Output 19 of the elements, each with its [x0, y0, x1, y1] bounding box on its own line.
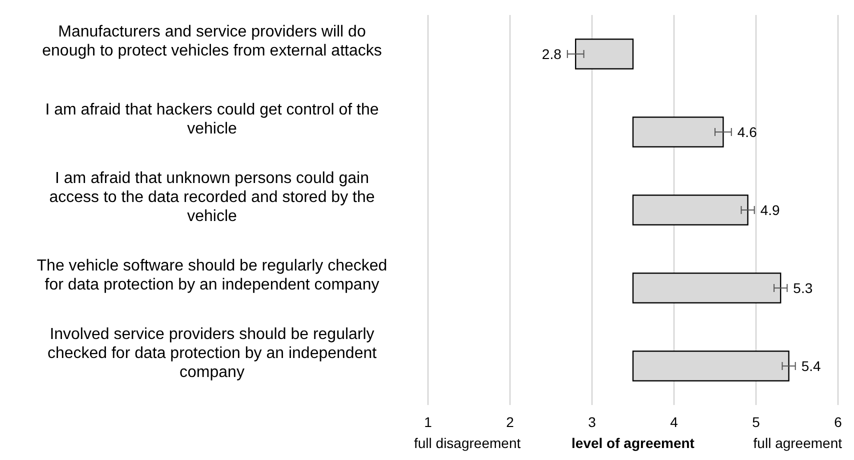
data-label: 5.3	[793, 280, 813, 296]
text: full disagreement	[414, 435, 521, 451]
data-label: 4.9	[760, 202, 780, 218]
y-tick-label: Manufacturers and service providers will do enough to protect vehicles from external attacks	[42, 24, 382, 60]
y-tick-label: I am afraid that unknown persons could gain access to the data recorded and stored by the vehicle	[49, 170, 375, 225]
data-label: 4.6	[737, 124, 758, 140]
x-tick-label: 3	[588, 414, 596, 430]
y-tick-label: The vehicle software should be regularly checked for data protection by an independent company	[36, 258, 388, 294]
data-label: 2.8	[542, 46, 562, 62]
x-tick-label: 1	[424, 414, 432, 430]
text: full agreement	[753, 435, 842, 451]
x-tick-label: 6	[834, 414, 842, 430]
y-tick-label: I am afraid that hackers could get control of the vehicle	[45, 102, 379, 138]
x-tick-label: 4	[670, 414, 678, 430]
data-label: 5.4	[801, 358, 822, 374]
x-axis-title: level of agreement	[572, 435, 695, 451]
x-tick-label: 2	[506, 414, 514, 430]
x-tick-label: 5	[752, 414, 760, 430]
y-tick-label: Involved service providers should be regularly checked for data protection by an independent company	[47, 326, 378, 381]
